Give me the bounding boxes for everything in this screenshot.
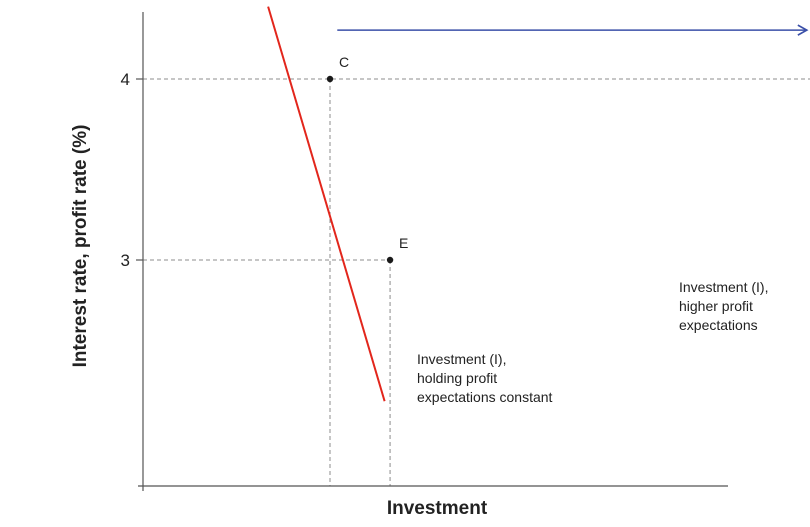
- curve-label-original-line-1: Investment (I),: [417, 351, 506, 367]
- curve-label-shifted-line-1: Investment (I),: [679, 279, 768, 295]
- y-ticks: 43: [121, 70, 143, 270]
- chart-points: CED: [326, 54, 408, 264]
- curve-original: [267, 6, 386, 402]
- y-tick-label-4: 4: [121, 70, 130, 89]
- curve-label-shifted-line-3: expectations: [679, 317, 758, 333]
- curve-label-original-line-3: expectations constant: [417, 389, 553, 405]
- point-label-E: E: [399, 235, 408, 251]
- point-E: [386, 256, 394, 264]
- investment-curves: [267, 6, 386, 402]
- curve-label-original-line-2: holding profit: [417, 370, 497, 386]
- y-tick-label-3: 3: [121, 251, 130, 270]
- guide-lines: [143, 78, 810, 486]
- point-label-C: C: [339, 54, 349, 70]
- curve-label-shifted-line-2: higher profit: [679, 298, 753, 314]
- point-C: [326, 75, 334, 83]
- y-axis-label: Interest rate, profit rate (%): [70, 125, 91, 368]
- curve-labels: Investment (I), holding profit expectation…: [417, 279, 768, 405]
- x-axis-label: Investment: [387, 498, 488, 519]
